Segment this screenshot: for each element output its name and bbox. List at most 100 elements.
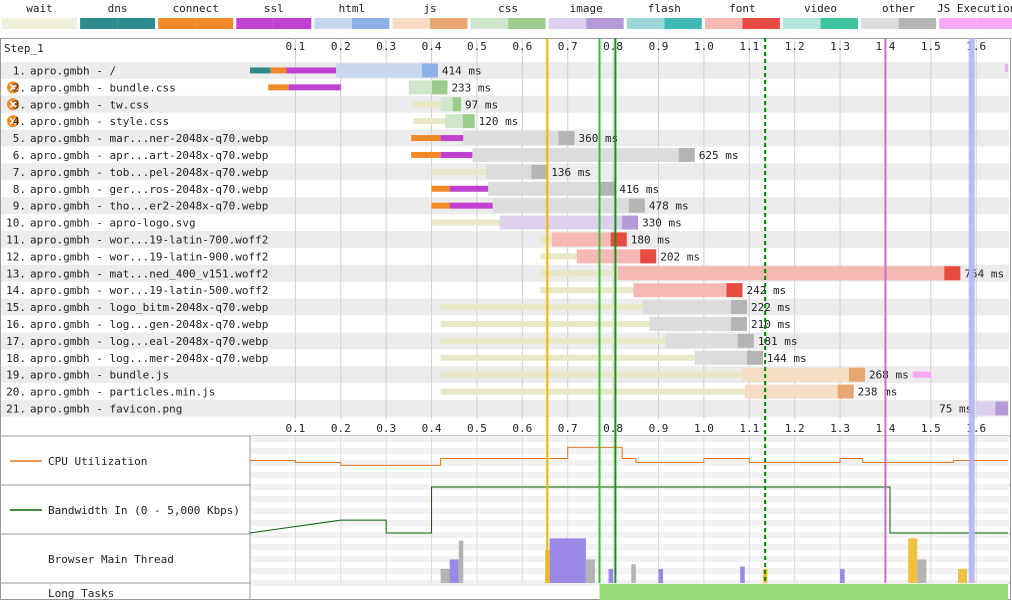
request-number: 1. (13, 64, 26, 77)
tick-label-bottom: 0.4 (422, 422, 442, 435)
request-number: 11. (6, 233, 26, 246)
bar-download-end (622, 215, 639, 230)
legend-swatch-light (236, 18, 274, 29)
tick-label-top: 1.5 (921, 40, 941, 53)
legend-swatch-light (861, 18, 899, 29)
tick-label-top: 0.4 (422, 40, 442, 53)
legend-label-ssl: ssl (264, 2, 284, 15)
tick-label-bottom: 0.2 (331, 422, 351, 435)
panel-stripe (251, 544, 1009, 550)
bar-download (551, 232, 627, 247)
request-duration: 120 ms (479, 115, 519, 128)
bar-download-end (531, 164, 548, 179)
request-number: 5. (13, 132, 26, 145)
main-thread-label: Browser Main Thread (48, 553, 174, 566)
bar-js-execution (912, 371, 931, 378)
tick-label-bottom: 0.1 (285, 422, 305, 435)
legend-swatch-dark (820, 18, 858, 29)
request-duration: 180 ms (631, 233, 671, 246)
request-label: apro.gmbh - log...eal-2048x-q70.webp (30, 335, 268, 348)
request-label: apro.gmbh - wor...19-latin-700.woff2 (30, 233, 268, 246)
main-thread-activity (608, 568, 614, 583)
bar-download-end (640, 249, 657, 264)
legend-label-connect: connect (173, 2, 219, 15)
request-label: apro.gmbh - log...gen-2048x-q70.webp (30, 318, 268, 331)
tick-label-top: 0.1 (285, 40, 305, 53)
request-duration: 222 ms (751, 301, 791, 314)
legend-swatch-light (626, 18, 665, 29)
request-number: 16. (6, 318, 26, 331)
request-label: apro.gmbh - ger...ros-2048x-q70.webp (30, 183, 268, 196)
request-label: apro.gmbh - tho...er2-2048x-q70.webp (30, 200, 268, 213)
request-duration: 360 ms (579, 132, 619, 145)
bar-download (617, 266, 961, 281)
tick-label-top: 1.3 (830, 40, 850, 53)
legend-swatch-light (80, 18, 118, 29)
request-label: apro.gmbh - style.css (30, 115, 169, 128)
chart-border (0, 38, 1011, 600)
bar-download (633, 283, 743, 298)
request-duration: 242 ms (746, 284, 786, 297)
bar-download-end (726, 283, 743, 298)
marker-band (968, 38, 975, 583)
bar-download-end (421, 63, 438, 78)
request-number: 10. (6, 217, 26, 230)
legend-label-wait: wait (26, 2, 53, 15)
panel-stripe (251, 460, 1009, 466)
legend-swatch-dark (39, 18, 77, 29)
panel-stripe (251, 448, 1009, 454)
bar-wait (440, 304, 643, 311)
bar-ssl (288, 84, 341, 91)
request-label: apro.gmbh - bundle.js (30, 369, 169, 382)
legend-label-flash: flash (648, 2, 681, 15)
row-stripe (1, 400, 1009, 417)
main-thread-activity (917, 559, 927, 583)
legend-swatch-light (939, 18, 977, 29)
main-thread-activity (840, 568, 845, 583)
tick-label-top: 0.2 (331, 40, 351, 53)
main-thread-activity (740, 566, 745, 583)
request-number: 2. (13, 81, 26, 94)
main-thread-activity (549, 538, 586, 583)
request-number: 4. (13, 115, 26, 128)
bar-download-end (558, 131, 575, 146)
request-number: 19. (6, 369, 26, 382)
request-number: 6. (13, 149, 26, 162)
tick-label-bottom: 0.5 (467, 422, 487, 435)
request-label: apro.gmbh - tw.css (30, 98, 149, 111)
panel-stripe (251, 556, 1009, 562)
request-duration: 416 ms (619, 183, 659, 196)
tick-label-bottom: 1.1 (739, 422, 759, 435)
panel-stripe (251, 532, 1009, 538)
legend-swatch-dark (586, 18, 624, 29)
bar-download (336, 63, 438, 78)
legend-label-other: other (882, 2, 915, 15)
legend-swatch-light (392, 18, 430, 29)
request-label: apro.gmbh - logo_bitm-2048x-q70.webp (30, 301, 268, 314)
request-label: apro.gmbh - mat...ned_400_v151.woff2 (30, 267, 268, 280)
tick-label-top: 0.5 (467, 40, 487, 53)
request-duration: 210 ms (751, 318, 791, 331)
legend-label-css: css (498, 2, 518, 15)
tick-label-bottom: 0.7 (558, 422, 578, 435)
request-duration: 238 ms (858, 386, 898, 399)
bandwidth-label: Bandwidth In (0 - 5,000 Kbps) (48, 504, 240, 517)
request-number: 13. (6, 267, 26, 280)
bar-download-end (678, 147, 695, 162)
panel-stripe (251, 436, 1009, 442)
bar-ssl (440, 135, 464, 142)
bar-download (642, 300, 748, 315)
legend-swatch-dark (117, 18, 156, 29)
row-stripe (1, 62, 1009, 79)
request-label: apro.gmbh - / (30, 64, 116, 77)
request-duration: 75 ms (939, 402, 972, 415)
tick-label-top: 1.1 (739, 40, 759, 53)
bar-download-end (462, 114, 475, 129)
request-duration: 144 ms (767, 352, 807, 365)
panel-stripe (251, 508, 1009, 514)
bar-download (488, 181, 616, 196)
main-thread-activity (449, 559, 459, 583)
tick-label-top: 0.9 (649, 40, 669, 53)
bar-download (665, 333, 754, 348)
panel-stripe (251, 580, 1009, 586)
